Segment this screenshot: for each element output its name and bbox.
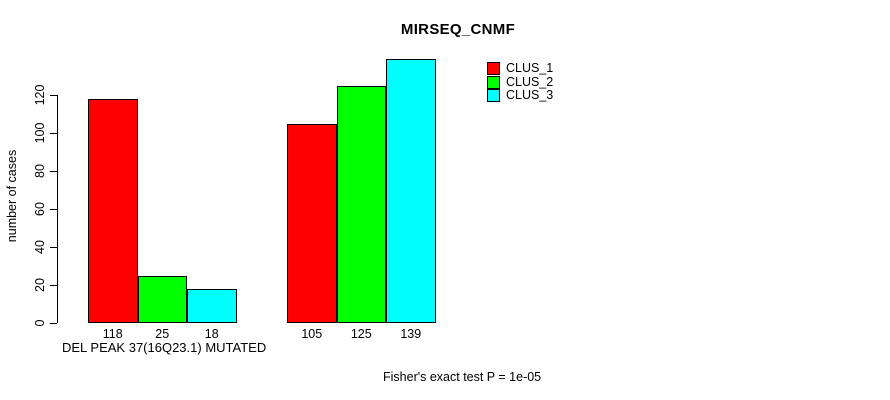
bar-clus_1-group1 xyxy=(88,98,138,323)
y-tick-label: 0 xyxy=(33,319,47,327)
y-tick-label: 20 xyxy=(33,278,47,292)
x-axis-label: DEL PEAK 37(16Q23.1) MUTATED xyxy=(62,340,267,355)
y-tick-mark xyxy=(50,133,57,134)
bar-clus_1-group2 xyxy=(287,123,337,323)
y-tick-mark xyxy=(50,209,57,210)
bar-clus_2-group2 xyxy=(336,85,386,323)
chart-title: MIRSEQ_CNMF xyxy=(400,21,516,38)
y-tick-label: 40 xyxy=(33,240,47,254)
bar-value-label: 18 xyxy=(204,327,219,341)
y-tick-mark xyxy=(50,323,57,324)
legend-swatch-icon xyxy=(487,62,500,76)
bar-clus_3-group2 xyxy=(386,58,436,323)
bar-clus_3-group1 xyxy=(187,288,237,323)
y-tick-label: 120 xyxy=(33,84,47,106)
legend-label: CLUS_3 xyxy=(506,88,554,103)
bar-value-label: 139 xyxy=(400,327,422,341)
bar-value-label: 25 xyxy=(155,327,170,341)
y-tick-mark xyxy=(50,171,57,172)
y-axis-line xyxy=(57,95,58,323)
bar-value-label: 125 xyxy=(350,327,372,341)
y-tick-mark xyxy=(50,247,57,248)
legend-swatch-icon xyxy=(487,89,500,103)
legend-swatch-icon xyxy=(487,75,500,89)
footnote-fishers-test: Fisher's exact test P = 1e-05 xyxy=(383,370,542,384)
y-axis-label: number of cases xyxy=(5,149,19,243)
y-tick-label: 60 xyxy=(33,202,47,216)
y-tick-label: 80 xyxy=(33,164,47,178)
y-tick-label: 100 xyxy=(33,122,47,144)
bar-value-label: 105 xyxy=(301,327,323,341)
y-tick-mark xyxy=(50,95,57,96)
y-tick-mark xyxy=(50,285,57,286)
legend-item-clus_2: CLUS_2 xyxy=(487,74,554,90)
legend: CLUS_1 CLUS_2 CLUS_3 xyxy=(487,62,553,103)
bar-clus_2-group1 xyxy=(137,275,187,323)
legend-label: CLUS_2 xyxy=(506,74,554,89)
legend-label: CLUS_1 xyxy=(506,61,554,76)
legend-item-clus_3: CLUS_3 xyxy=(487,89,553,103)
bar-value-label: 118 xyxy=(102,327,123,341)
legend-item-clus_1: CLUS_1 xyxy=(487,62,553,76)
